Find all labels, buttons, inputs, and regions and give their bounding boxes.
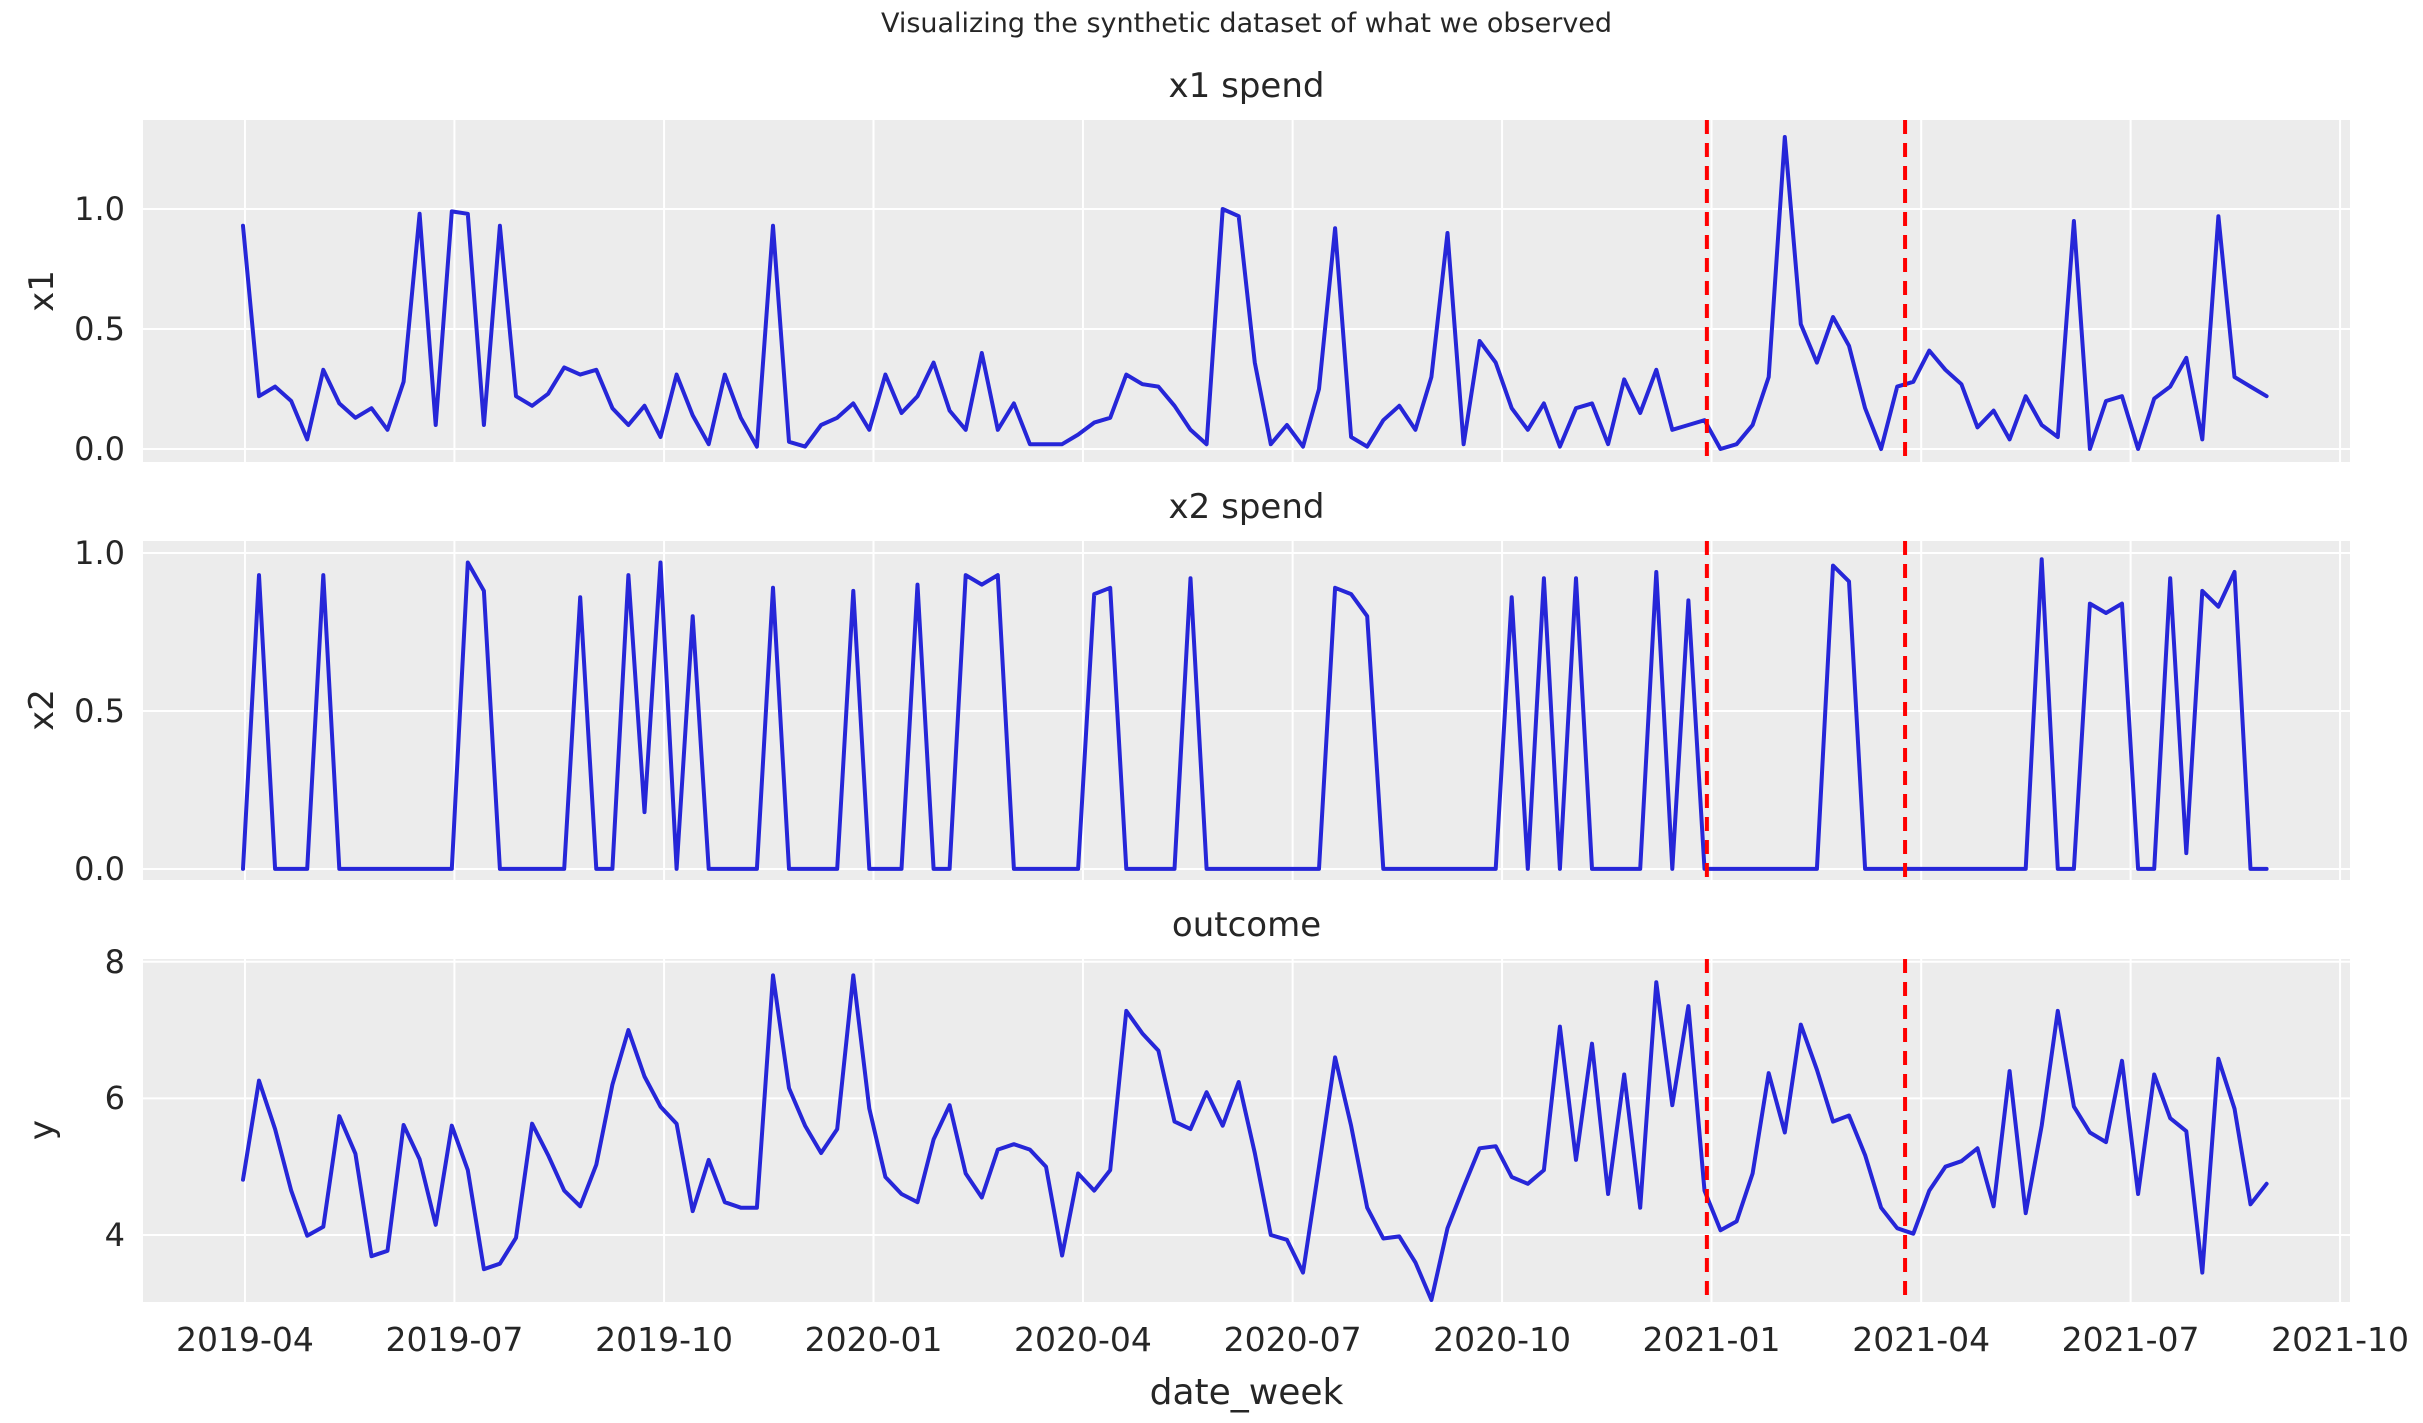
x-tick-label: 2021-04 bbox=[1852, 1320, 1991, 1359]
x-axis-label: date_week bbox=[1149, 1372, 1344, 1413]
y-tick-label: 0.5 bbox=[74, 691, 125, 730]
plot-panel-x2 bbox=[143, 541, 2350, 880]
x-tick-label: 2020-04 bbox=[1014, 1320, 1152, 1359]
x-tick-label: 2020-07 bbox=[1223, 1320, 1362, 1359]
figure-suptitle: Visualizing the synthetic dataset of wha… bbox=[880, 8, 1613, 39]
y-tick-label: 1.0 bbox=[74, 534, 125, 572]
y-tick-label: 8 bbox=[104, 942, 125, 981]
data-line-x2 bbox=[241, 557, 2269, 871]
y-tick-label: 0.0 bbox=[74, 849, 125, 888]
panel-title-x1-spend: x1 spend bbox=[1168, 66, 1325, 106]
y-axis-label-y: y bbox=[22, 1119, 62, 1141]
x-tick-label: 2019-04 bbox=[176, 1320, 314, 1359]
y-tick-label: 6 bbox=[104, 1079, 125, 1118]
x-tick-label: 2020-01 bbox=[804, 1320, 943, 1359]
x-tick-label: 2019-10 bbox=[595, 1320, 734, 1359]
x-tick-label: 2019-07 bbox=[385, 1320, 524, 1359]
data-line-y bbox=[241, 973, 2269, 1302]
y-tick-label: 0.0 bbox=[74, 430, 125, 469]
y-axis-label-x1: x1 bbox=[22, 270, 62, 312]
x-tick-label: 2021-01 bbox=[1642, 1320, 1781, 1359]
y-tick-label: 1.0 bbox=[74, 190, 125, 229]
chart-svg-x2 bbox=[143, 541, 2350, 880]
chart-svg-y bbox=[143, 959, 2350, 1302]
x-tick-label: 2021-10 bbox=[2271, 1320, 2410, 1359]
panel-title-outcome: outcome bbox=[1171, 905, 1322, 945]
chart-svg-x1 bbox=[143, 120, 2350, 462]
plot-panel-outcome bbox=[143, 959, 2350, 1302]
plot-panel-x1 bbox=[143, 120, 2350, 462]
y-tick-label: 4 bbox=[104, 1216, 125, 1255]
x-tick-label: 2020-10 bbox=[1433, 1320, 1572, 1359]
panel-title-x2-spend: x2 spend bbox=[1168, 487, 1325, 527]
x-tick-label: 2021-07 bbox=[2061, 1320, 2200, 1359]
y-tick-label: 0.5 bbox=[74, 310, 125, 349]
data-line-x1 bbox=[241, 135, 2269, 451]
